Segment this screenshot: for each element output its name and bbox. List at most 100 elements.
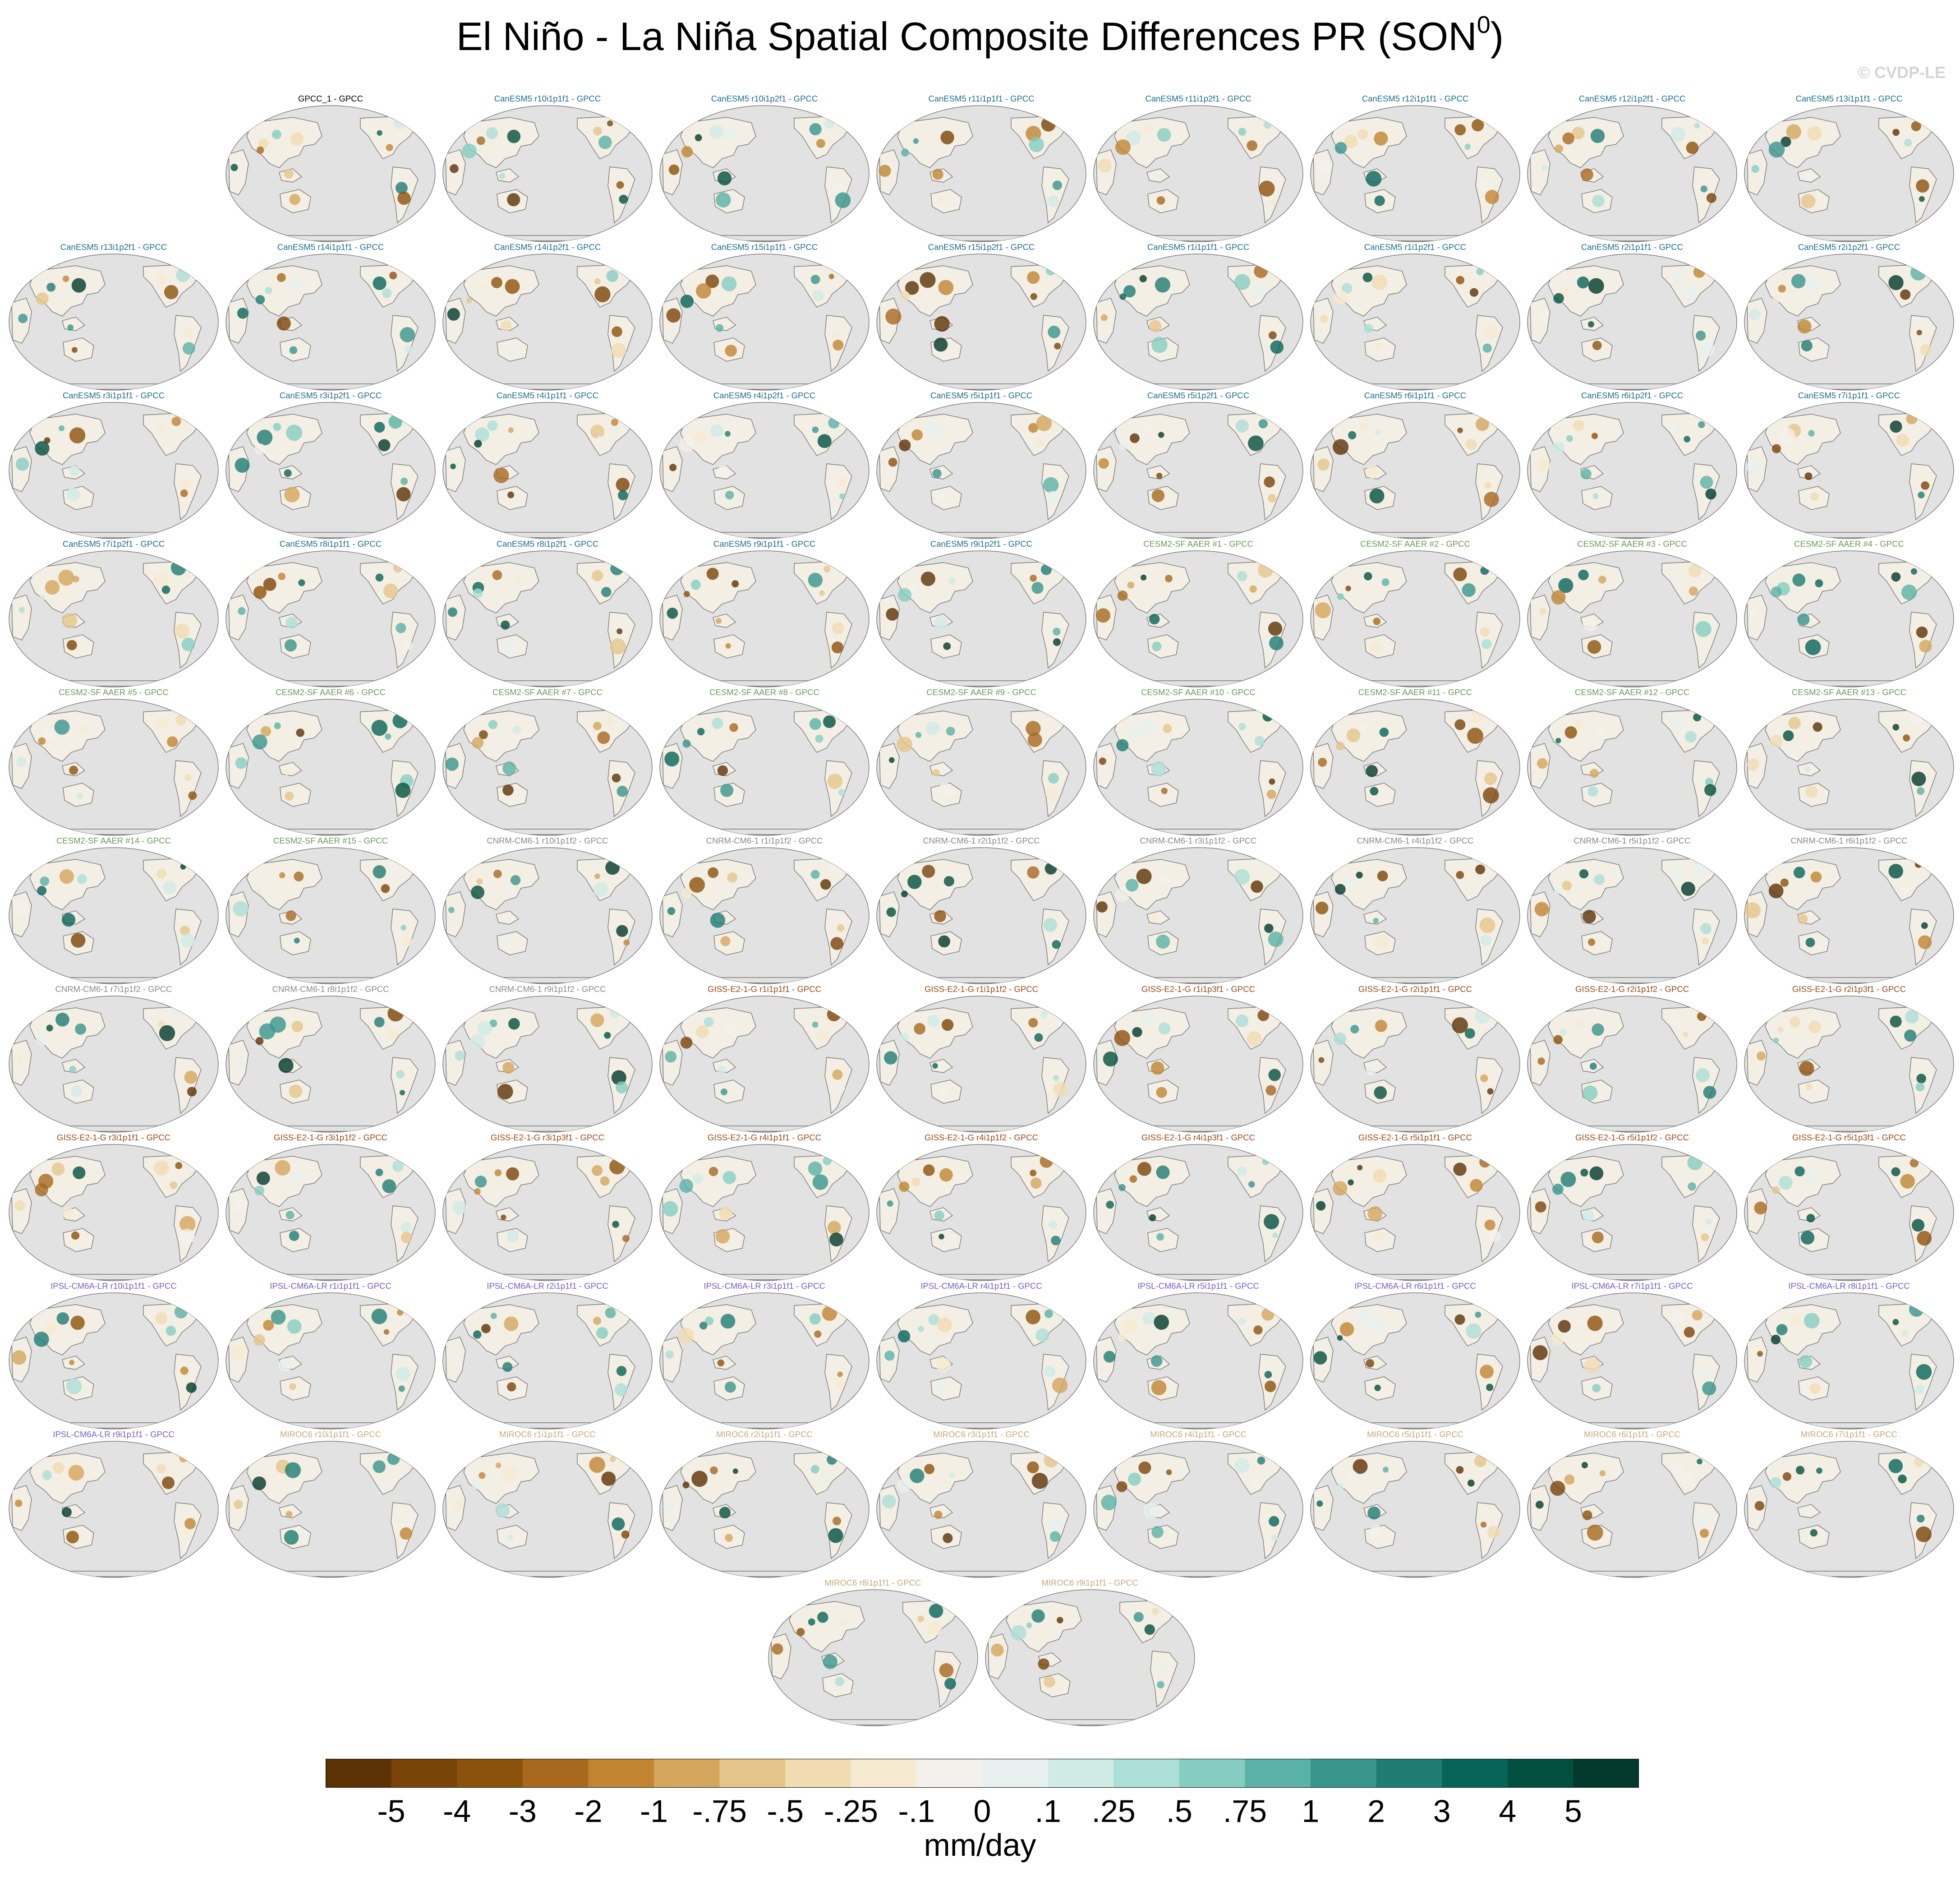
anomaly-patch: [491, 277, 502, 288]
map-panel-globe: [1310, 699, 1520, 836]
land-greenland: [1286, 855, 1298, 867]
anomaly-patch: [1467, 1479, 1475, 1487]
anomaly-patch: [1031, 582, 1044, 594]
anomaly-patch: [1030, 574, 1037, 582]
anomaly-patch: [1480, 1522, 1487, 1528]
anomaly-patch: [1248, 1181, 1255, 1188]
anomaly-patch: [1685, 731, 1697, 743]
map-panel-title: CanESM5 r12i1p1f1 - GPCC: [1362, 94, 1469, 103]
land-samerica: [1692, 166, 1720, 224]
map-panel-title: CNRM-CM6-1 r3i1p1f2 - GPCC: [1140, 836, 1257, 845]
anomaly-patch: [36, 292, 49, 305]
land-australia: [713, 1079, 745, 1104]
land-samerica: [824, 909, 852, 966]
map-panel: IPSL-CM6A-LR r3i1p1f1 - GPCC: [659, 1281, 870, 1430]
anomaly-patch: [1099, 757, 1106, 765]
anomaly-patch: [1747, 758, 1759, 771]
land-samerica: [174, 463, 202, 521]
colorbar-tick-label: -4: [443, 1794, 471, 1829]
anomaly-patch: [170, 1007, 183, 1019]
anomaly-patch: [180, 1366, 189, 1375]
anomaly-patch: [594, 278, 601, 285]
land-greenland: [1937, 1004, 1949, 1016]
anomaly-patch: [38, 737, 46, 745]
anomaly-patch: [708, 867, 718, 878]
anomaly-patch: [939, 1234, 944, 1240]
anomaly-patch: [1334, 142, 1347, 154]
land-antarctica: [1562, 680, 1703, 687]
anomaly-patch: [478, 1472, 486, 1479]
anomaly-patch: [285, 1211, 294, 1220]
anomaly-patch: [939, 1168, 953, 1182]
anomaly-patch: [715, 192, 731, 208]
land-greenland: [419, 855, 431, 867]
anomaly-patch: [254, 443, 266, 455]
map-panel-globe: [659, 699, 870, 836]
anomaly-patch: [822, 1305, 837, 1321]
anomaly-patch: [12, 1350, 27, 1365]
land-greenland: [1720, 558, 1732, 571]
map-panel-title: CNRM-CM6-1 r4i1p1f2 - GPCC: [1357, 836, 1474, 845]
map-panel-title: CanESM5 r5i1p2f1 - GPCC: [1147, 391, 1250, 400]
anomaly-patch: [184, 1518, 196, 1530]
land-greenland: [852, 1449, 865, 1461]
land-antarctica: [44, 1571, 184, 1577]
map-panel-title: CNRM-CM6-1 r10i1p1f2 - GPCC: [487, 836, 608, 845]
anomaly-patch: [506, 1167, 520, 1181]
anomaly-patch: [1044, 1453, 1058, 1467]
anomaly-patch: [1915, 1083, 1925, 1092]
map-panel-globe: [1744, 402, 1954, 539]
map-panel: MIROC6 r6i1p1f1 - GPCC: [1527, 1430, 1738, 1578]
land-australia: [1798, 1525, 1830, 1549]
anomaly-patch: [932, 769, 940, 777]
land-greenland: [1937, 855, 1949, 867]
land-antarctica: [1562, 1571, 1703, 1577]
anomaly-patch: [403, 641, 413, 650]
anomaly-patch: [1027, 866, 1040, 879]
anomaly-patch: [1486, 1384, 1494, 1391]
anomaly-patch: [1043, 477, 1059, 493]
map-panel: GISS-E2-1-G r3i1p1f1 - GPCC: [8, 1133, 219, 1282]
land-antarctica: [261, 1571, 401, 1577]
anomaly-patch: [664, 751, 680, 767]
anomaly-patch: [828, 273, 834, 279]
land-antarctica: [911, 383, 1052, 390]
land-greenland: [202, 1152, 214, 1164]
anomaly-patch: [1771, 1334, 1781, 1345]
anomaly-patch: [827, 1221, 841, 1235]
anomaly-patch: [1320, 314, 1329, 323]
anomaly-patch: [1374, 1384, 1381, 1391]
map-panel-title: IPSL-CM6A-LR r9i1p1f1 - GPCC: [53, 1430, 175, 1439]
anomaly-patch: [607, 120, 613, 127]
land-samerica: [174, 760, 202, 817]
anomaly-patch: [1580, 468, 1592, 480]
anomaly-patch: [400, 477, 408, 485]
map-panel-globe: [659, 847, 870, 984]
land-africa: [1313, 1040, 1334, 1086]
anomaly-patch: [1535, 1201, 1546, 1213]
anomaly-patch: [724, 1381, 736, 1393]
anomaly-patch: [717, 1065, 727, 1075]
colorbar-tick-label: -3: [508, 1794, 537, 1829]
map-panel-globe: [225, 699, 436, 836]
colorbar-segment: [719, 1759, 786, 1788]
map-panel: GISS-E2-1-G r2i1p1f1 - GPCC: [1310, 984, 1521, 1133]
anomaly-patch: [501, 620, 510, 630]
map-panel: CanESM5 r9i1p1f1 - GPCC: [659, 539, 870, 688]
anomaly-patch: [832, 332, 839, 338]
map-panel: CanESM5 r4i1p1f1 - GPCC: [442, 391, 653, 540]
anomaly-patch: [1794, 1166, 1805, 1176]
map-panel: MIROC6 r3i1p1f1 - GPCC: [876, 1430, 1087, 1578]
anomaly-patch: [1346, 728, 1361, 742]
map-panel-title: CNRM-CM6-1 r5i1p1f2 - GPCC: [1574, 836, 1691, 845]
land-antarctica: [1020, 1719, 1160, 1725]
anomaly-patch: [1151, 337, 1168, 353]
anomaly-patch: [1348, 431, 1357, 439]
anomaly-patch: [1672, 867, 1684, 879]
anomaly-patch: [623, 939, 630, 946]
anomaly-patch: [695, 1025, 709, 1038]
anomaly-patch: [1454, 124, 1466, 136]
anomaly-patch: [1485, 482, 1491, 489]
anomaly-patch: [691, 1471, 708, 1487]
anomaly-patch: [1479, 917, 1495, 933]
